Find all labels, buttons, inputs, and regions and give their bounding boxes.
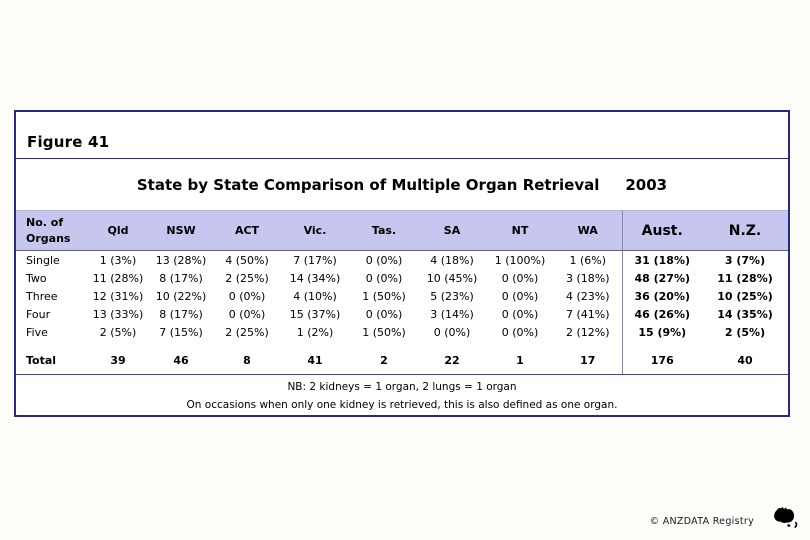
- table-cell: 8: [214, 341, 280, 375]
- table-row-five: Five 2 (5%) 7 (15%) 2 (25%) 1 (2%) 1 (50…: [16, 323, 788, 341]
- table-cell: 7 (15%): [159, 325, 203, 339]
- table-cell: 1 (50%): [362, 325, 406, 339]
- table-cell: 2 (25%): [225, 325, 269, 339]
- table-cell: 0 (0%): [501, 271, 539, 285]
- table-cell: 11 (28%): [92, 271, 144, 285]
- table-cell: 0 (0%): [365, 271, 403, 285]
- table-cell: 0 (0%): [228, 307, 266, 321]
- table-cell: 14 (35%): [717, 307, 773, 321]
- copyright-text: © ANZDATA Registry: [649, 516, 754, 527]
- column-header-qld: Qld: [88, 210, 148, 251]
- figure-label: Figure 41: [16, 112, 788, 159]
- table-cell: 3 (14%): [430, 307, 474, 321]
- table-cell: 176: [621, 341, 702, 375]
- figure-year: 2003: [625, 175, 668, 194]
- table-footnotes: NB: 2 kidneys = 1 organ, 2 lungs = 1 org…: [16, 375, 788, 415]
- column-header-no-of-organs: No. of Organs: [16, 210, 88, 251]
- table-cell: 0 (0%): [228, 289, 266, 303]
- table-row-single: Single 1 (3%) 13 (28%) 4 (50%) 7 (17%) 0…: [16, 250, 788, 269]
- table-cell: 0 (0%): [501, 325, 539, 339]
- table-cell: 4 (50%): [225, 253, 269, 267]
- figure-title-row: State by State Comparison of Multiple Or…: [16, 159, 788, 210]
- column-header-nz: N.Z.: [702, 210, 788, 251]
- row-label: Five: [26, 325, 48, 339]
- figure-panel: Figure 41 State by State Comparison of M…: [14, 110, 790, 417]
- table-cell: 0 (0%): [365, 307, 403, 321]
- table-cell: 31 (18%): [621, 250, 702, 269]
- table-cell: 1 (2%): [296, 325, 334, 339]
- table-cell: 2 (25%): [225, 271, 269, 285]
- table-cell: 46 (26%): [621, 305, 702, 323]
- table-cell: 7 (17%): [293, 253, 337, 267]
- table-cell: 5 (23%): [430, 289, 474, 303]
- row-label: Single: [26, 253, 60, 267]
- table-cell: 41: [280, 341, 350, 375]
- australia-nz-map-icon: [774, 507, 798, 529]
- table-cell: 10 (22%): [155, 289, 207, 303]
- organ-retrieval-table: No. of Organs Qld NSW ACT Vic. Tas. SA N…: [16, 210, 788, 375]
- table-cell: 10 (45%): [426, 271, 478, 285]
- table-cell: 17: [554, 341, 622, 375]
- row-label: Four: [26, 307, 51, 321]
- column-header-wa: WA: [554, 210, 622, 251]
- footnote-line: NB: 2 kidneys = 1 organ, 2 lungs = 1 org…: [287, 381, 517, 393]
- table-cell: 2 (5%): [99, 325, 137, 339]
- table-cell: 1: [486, 341, 554, 375]
- row-label: Two: [26, 271, 47, 285]
- table-cell: 36 (20%): [621, 287, 702, 305]
- table-cell: 4 (10%): [293, 289, 337, 303]
- table-cell: 39: [88, 341, 148, 375]
- table-cell: 15 (37%): [289, 307, 341, 321]
- table-cell: 11 (28%): [717, 271, 773, 285]
- footnote-line: On occasions when only one kidney is ret…: [186, 398, 618, 411]
- column-header-act: ACT: [214, 210, 280, 251]
- table-cell: 46: [148, 341, 214, 375]
- table-cell: 8 (17%): [159, 271, 203, 285]
- table-cell: 0 (0%): [365, 253, 403, 267]
- table-cell: 1 (6%): [569, 253, 607, 267]
- table-header-row: No. of Organs Qld NSW ACT Vic. Tas. SA N…: [16, 210, 788, 251]
- table-cell: 2: [350, 341, 418, 375]
- column-header-nsw: NSW: [148, 210, 214, 251]
- table-cell: 10 (25%): [717, 289, 773, 303]
- table-row-four: Four 13 (33%) 8 (17%) 0 (0%) 15 (37%) 0 …: [16, 305, 788, 323]
- table-row-total: Total 39 46 8 41 2 22 1 17 176 40: [16, 341, 788, 375]
- table-cell: 12 (31%): [92, 289, 144, 303]
- column-header-nt: NT: [486, 210, 554, 251]
- table-cell: 1 (100%): [494, 253, 546, 267]
- column-header-vic: Vic.: [280, 210, 350, 251]
- table-cell: 15 (9%): [621, 323, 702, 341]
- table-cell: 13 (28%): [155, 253, 207, 267]
- column-header-sa: SA: [418, 210, 486, 251]
- table-cell: 48 (27%): [621, 269, 702, 287]
- table-row-two: Two 11 (28%) 8 (17%) 2 (25%) 14 (34%) 0 …: [16, 269, 788, 287]
- table-cell: 40: [702, 341, 788, 375]
- table-cell: 3 (18%): [565, 271, 610, 285]
- table-cell: 3 (7%): [724, 253, 766, 267]
- table-cell: 1 (3%): [99, 253, 137, 267]
- row-label: Total: [16, 341, 88, 375]
- table-cell: 8 (17%): [159, 307, 203, 321]
- row-label: Three: [26, 289, 58, 303]
- column-header-aust: Aust.: [621, 210, 702, 251]
- table-cell: 0 (0%): [501, 307, 539, 321]
- table-row-three: Three 12 (31%) 10 (22%) 0 (0%) 4 (10%) 1…: [16, 287, 788, 305]
- table-cell: 14 (34%): [289, 271, 341, 285]
- table-cell: 4 (23%): [565, 289, 610, 303]
- table-cell: 22: [418, 341, 486, 375]
- table-cell: 4 (18%): [430, 253, 474, 267]
- table-cell: 2 (12%): [565, 325, 610, 339]
- table-cell: 1 (50%): [362, 289, 406, 303]
- table-cell: 2 (5%): [724, 325, 766, 339]
- table-cell: 7 (41%): [565, 307, 610, 321]
- table-cell: 13 (33%): [92, 307, 144, 321]
- table-cell: 0 (0%): [501, 289, 539, 303]
- figure-title: State by State Comparison of Multiple Or…: [136, 175, 600, 194]
- column-header-tas: Tas.: [350, 210, 418, 251]
- table-cell: 0 (0%): [433, 325, 471, 339]
